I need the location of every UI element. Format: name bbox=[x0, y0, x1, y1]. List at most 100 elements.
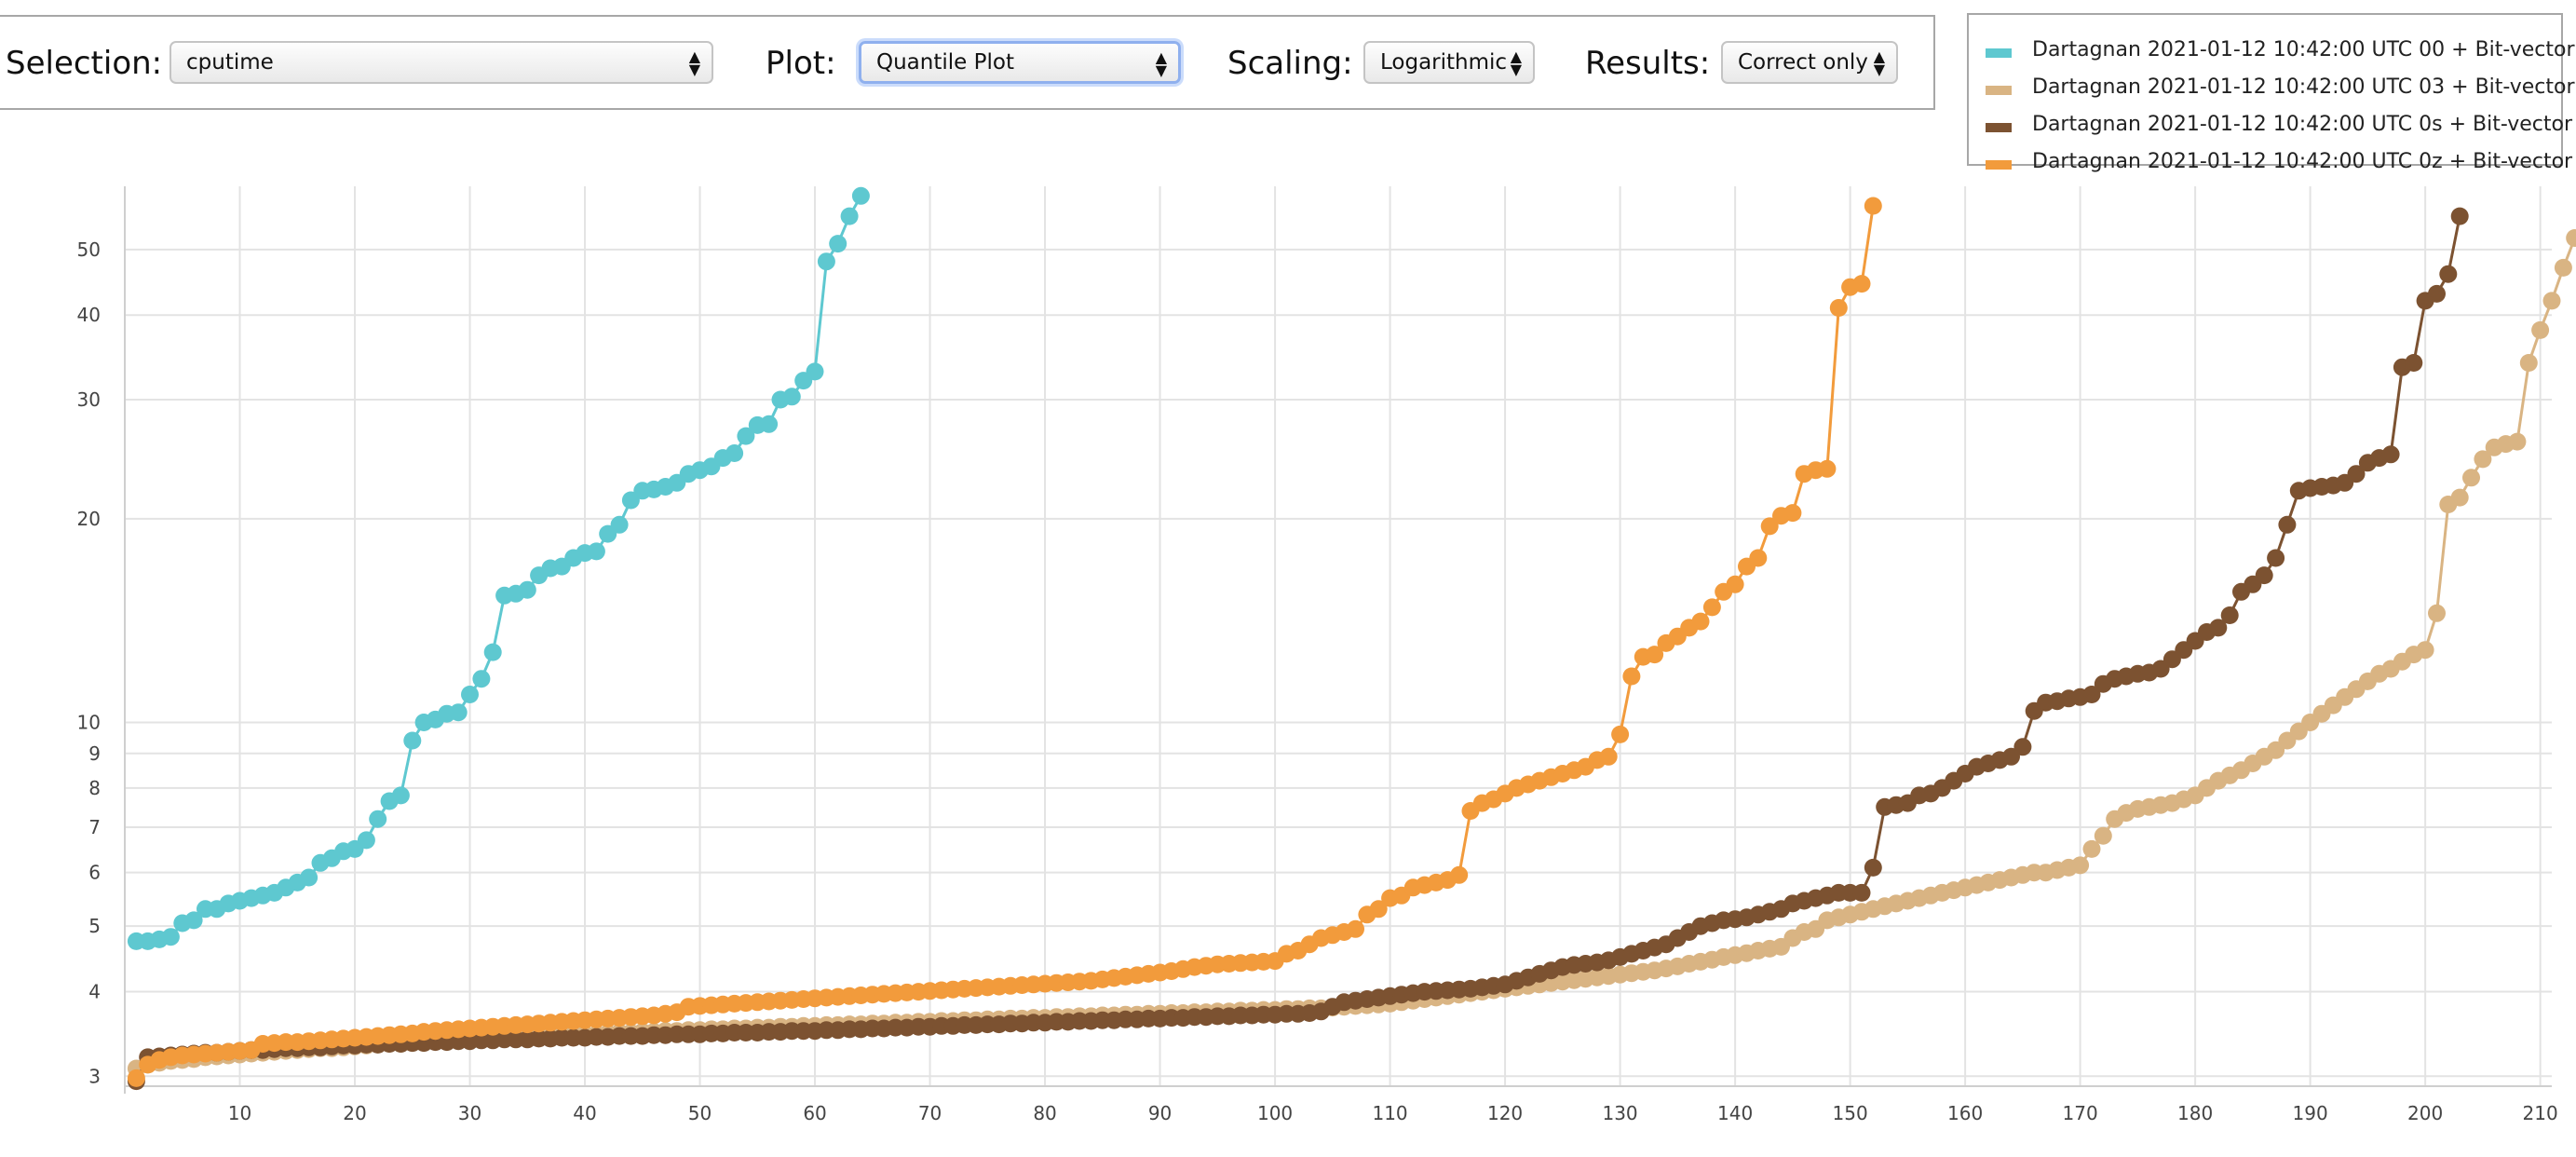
x-tick-label: 110 bbox=[1372, 1102, 1407, 1124]
data-point bbox=[1852, 883, 1871, 902]
y-tick-label: 5 bbox=[88, 915, 101, 937]
data-point bbox=[2071, 856, 2090, 875]
data-point bbox=[2531, 320, 2550, 339]
data-point bbox=[2082, 839, 2101, 858]
legend-swatch bbox=[1986, 86, 2012, 95]
data-point bbox=[2428, 604, 2446, 622]
data-point bbox=[1702, 598, 1721, 617]
data-point bbox=[161, 928, 180, 946]
selection-value: cputime bbox=[186, 50, 274, 75]
data-point bbox=[518, 580, 536, 599]
data-point bbox=[391, 786, 410, 805]
data-point bbox=[725, 444, 744, 462]
data-point bbox=[300, 868, 319, 887]
controls-bar: Selection: cputime ▲ ▼ Plot: Quantile Plo… bbox=[0, 15, 1935, 110]
data-point bbox=[840, 207, 859, 225]
y-tick-label: 40 bbox=[77, 304, 101, 326]
x-tick-label: 90 bbox=[1148, 1102, 1172, 1124]
data-point bbox=[1611, 725, 1630, 743]
data-point bbox=[610, 515, 629, 534]
scaling-label: Scaling: bbox=[1227, 45, 1353, 82]
data-point bbox=[472, 670, 491, 688]
scaling-select[interactable]: Logarithmic ▲ ▼ bbox=[1363, 41, 1535, 84]
y-tick-label: 30 bbox=[77, 388, 101, 411]
data-point bbox=[2519, 354, 2538, 372]
selection-label: Selection: bbox=[6, 45, 163, 82]
x-tick-label: 10 bbox=[228, 1102, 251, 1124]
legend-swatch bbox=[1986, 48, 2012, 58]
legend-swatch bbox=[1986, 160, 2012, 170]
x-tick-label: 120 bbox=[1487, 1102, 1523, 1124]
data-point bbox=[737, 427, 755, 445]
data-point bbox=[2278, 515, 2297, 534]
data-point bbox=[2542, 292, 2561, 310]
y-tick-label: 20 bbox=[77, 508, 101, 530]
x-tick-label: 150 bbox=[1833, 1102, 1868, 1124]
x-tick-label: 20 bbox=[343, 1102, 366, 1124]
legend-label: Dartagnan 2021-01-12 10:42:00 UTC 03 + B… bbox=[2032, 75, 2575, 99]
chart-series bbox=[127, 186, 2576, 1091]
data-point bbox=[369, 810, 387, 828]
data-point bbox=[2450, 488, 2469, 507]
data-point bbox=[127, 1069, 145, 1087]
x-tick-label: 200 bbox=[2407, 1102, 2443, 1124]
selection-select[interactable]: cputime ▲ ▼ bbox=[169, 41, 713, 84]
data-point bbox=[1864, 197, 1882, 215]
data-point bbox=[1749, 549, 1768, 567]
select-arrows-icon: ▲ ▼ bbox=[1873, 48, 1885, 78]
data-point bbox=[2474, 450, 2492, 469]
data-point bbox=[1599, 747, 1618, 766]
data-point bbox=[2450, 207, 2469, 225]
data-point bbox=[2508, 432, 2527, 451]
data-point bbox=[1691, 612, 1710, 631]
data-point bbox=[1646, 646, 1664, 664]
series-3 bbox=[127, 197, 1882, 1087]
data-point bbox=[851, 186, 870, 205]
series-line bbox=[135, 205, 1875, 1080]
data-point bbox=[2267, 549, 2285, 567]
data-point bbox=[1347, 919, 1364, 938]
data-point bbox=[2094, 826, 2112, 845]
data-point bbox=[782, 388, 801, 406]
data-point bbox=[1864, 858, 1882, 877]
select-arrows-icon: ▲ ▼ bbox=[688, 48, 700, 78]
data-point bbox=[2082, 686, 2101, 703]
scaling-value: Logarithmic bbox=[1380, 50, 1508, 75]
data-point bbox=[1622, 667, 1641, 686]
plot-select[interactable]: Quantile Plot ▲ ▼ bbox=[859, 41, 1181, 84]
y-tick-label: 3 bbox=[88, 1065, 101, 1087]
x-tick-label: 80 bbox=[1033, 1102, 1056, 1124]
data-point bbox=[760, 415, 779, 433]
quantile-plot: 10 20 30 40 50 60 70 80 90 100 110 120 130 140 150 160 1… bbox=[77, 186, 2576, 1124]
x-tick-label: 70 bbox=[918, 1102, 942, 1124]
data-point bbox=[461, 686, 479, 703]
data-point bbox=[2013, 738, 2032, 756]
data-point bbox=[2416, 641, 2434, 660]
x-tick-label: 30 bbox=[458, 1102, 481, 1124]
plot-label: Plot: bbox=[766, 45, 836, 82]
y-tick-label: 9 bbox=[88, 742, 101, 765]
series-line bbox=[136, 195, 862, 943]
data-point bbox=[2439, 265, 2458, 283]
legend-label: Dartagnan 2021-01-12 10:42:00 UTC 00 + B… bbox=[2032, 38, 2575, 61]
x-tick-label: 60 bbox=[803, 1102, 826, 1124]
data-point bbox=[806, 362, 824, 381]
data-point bbox=[403, 731, 422, 750]
chart-axes: 10 20 30 40 50 60 70 80 90 100 110 120 130 140 150 160 1… bbox=[77, 186, 2558, 1124]
data-point bbox=[2566, 229, 2576, 247]
data-point bbox=[1852, 275, 1871, 293]
chart-grid bbox=[125, 186, 2552, 1086]
data-point bbox=[2428, 284, 2446, 303]
data-point bbox=[1726, 575, 1744, 593]
data-point bbox=[2255, 566, 2273, 585]
data-point bbox=[2220, 606, 2239, 624]
data-point bbox=[817, 252, 835, 271]
data-point bbox=[2381, 445, 2400, 464]
y-tick-label: 8 bbox=[88, 777, 101, 799]
x-tick-label: 170 bbox=[2063, 1102, 2098, 1124]
plot-value: Quantile Plot bbox=[876, 50, 1014, 75]
data-point bbox=[2002, 747, 2020, 766]
x-tick-label: 160 bbox=[1947, 1102, 1983, 1124]
results-select[interactable]: Correct only ▲ ▼ bbox=[1721, 41, 1898, 84]
x-tick-label: 50 bbox=[688, 1102, 712, 1124]
